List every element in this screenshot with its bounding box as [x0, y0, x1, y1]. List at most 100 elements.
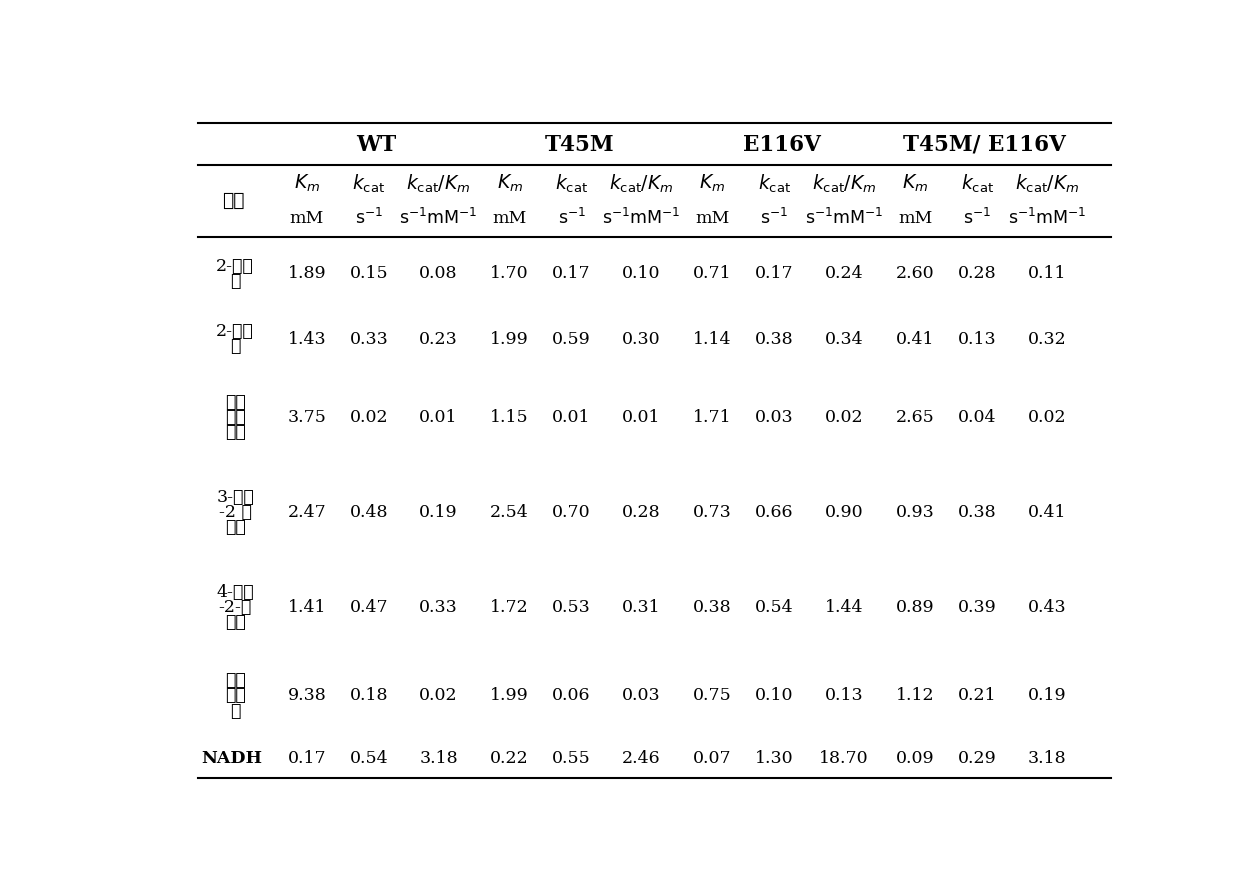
Text: 1.15: 1.15 [490, 408, 529, 425]
Text: 4-甲基: 4-甲基 [216, 583, 254, 601]
Text: 0.38: 0.38 [693, 598, 732, 616]
Text: 0.31: 0.31 [622, 598, 661, 616]
Text: $k_{\mathrm{cat}}/K_m$: $k_{\mathrm{cat}}/K_m$ [812, 172, 877, 194]
Text: 0.54: 0.54 [350, 750, 388, 766]
Text: 0.24: 0.24 [825, 265, 863, 282]
Text: 0.13: 0.13 [825, 687, 863, 703]
Text: T45M/ E116V: T45M/ E116V [904, 134, 1066, 156]
Text: 0.93: 0.93 [895, 503, 935, 520]
Text: 0.43: 0.43 [1028, 598, 1066, 616]
Text: 酸: 酸 [229, 702, 241, 719]
Text: 0.02: 0.02 [419, 687, 458, 703]
Text: 0.89: 0.89 [895, 598, 935, 616]
Text: 1.12: 1.12 [895, 687, 935, 703]
Text: 0.28: 0.28 [957, 265, 997, 282]
Text: 0.08: 0.08 [419, 265, 458, 282]
Text: 0.54: 0.54 [755, 598, 794, 616]
Text: 3.18: 3.18 [1028, 750, 1066, 766]
Text: 1.41: 1.41 [288, 598, 326, 616]
Text: 0.29: 0.29 [957, 750, 997, 766]
Text: 2-酮戊: 2-酮戊 [216, 323, 254, 339]
Text: E116V: E116V [743, 134, 821, 156]
Text: 0.73: 0.73 [693, 503, 732, 520]
Text: $K_m$: $K_m$ [294, 173, 320, 194]
Text: 0.02: 0.02 [1028, 408, 1066, 425]
Text: 0.70: 0.70 [552, 503, 591, 520]
Text: 0.15: 0.15 [350, 265, 388, 282]
Text: 0.09: 0.09 [895, 750, 935, 766]
Text: $k_{\mathrm{cat}}/K_m$: $k_{\mathrm{cat}}/K_m$ [407, 172, 471, 194]
Text: 0.17: 0.17 [755, 265, 794, 282]
Text: 1.44: 1.44 [825, 598, 863, 616]
Text: 3-甲基: 3-甲基 [216, 488, 254, 506]
Text: 1.14: 1.14 [693, 330, 732, 347]
Text: 0.38: 0.38 [755, 330, 794, 347]
Text: 0.28: 0.28 [622, 503, 661, 520]
Text: 酸: 酸 [229, 272, 241, 289]
Text: mM: mM [492, 209, 527, 227]
Text: 3.18: 3.18 [419, 750, 458, 766]
Text: 9.38: 9.38 [288, 687, 326, 703]
Text: 2.47: 2.47 [288, 503, 326, 520]
Text: 0.71: 0.71 [693, 265, 732, 282]
Text: 0.01: 0.01 [622, 408, 661, 425]
Text: 0.39: 0.39 [957, 598, 997, 616]
Text: 0.19: 0.19 [1028, 687, 1066, 703]
Text: 0.02: 0.02 [825, 408, 863, 425]
Text: $\mathrm{s}^{-1}\mathrm{mM}^{-1}$: $\mathrm{s}^{-1}\mathrm{mM}^{-1}$ [399, 208, 477, 228]
Text: $\mathrm{s}^{-1}$: $\mathrm{s}^{-1}$ [558, 208, 585, 228]
Text: 1.70: 1.70 [490, 265, 529, 282]
Text: 0.23: 0.23 [419, 330, 458, 347]
Text: 0.17: 0.17 [552, 265, 591, 282]
Text: 0.07: 0.07 [693, 750, 732, 766]
Text: 1.89: 1.89 [288, 265, 326, 282]
Text: 3.75: 3.75 [288, 408, 326, 425]
Text: 0.90: 0.90 [825, 503, 863, 520]
Text: 2-酮丁: 2-酮丁 [216, 257, 254, 274]
Text: 基丙: 基丙 [224, 408, 246, 425]
Text: T45M: T45M [544, 134, 614, 156]
Text: -2-氧: -2-氧 [218, 598, 252, 616]
Text: 0.11: 0.11 [1028, 265, 1066, 282]
Text: 1.99: 1.99 [490, 330, 529, 347]
Text: 0.55: 0.55 [552, 750, 591, 766]
Text: 0.21: 0.21 [957, 687, 997, 703]
Text: mM: mM [898, 209, 932, 227]
Text: 丁酸: 丁酸 [224, 518, 246, 535]
Text: 2.65: 2.65 [895, 408, 935, 425]
Text: $K_m$: $K_m$ [496, 173, 523, 194]
Text: 0.33: 0.33 [419, 598, 458, 616]
Text: 1.43: 1.43 [288, 330, 326, 347]
Text: 酸: 酸 [229, 338, 241, 354]
Text: 1.71: 1.71 [693, 408, 732, 425]
Text: $K_m$: $K_m$ [901, 173, 929, 194]
Text: $k_{\mathrm{cat}}$: $k_{\mathrm{cat}}$ [961, 172, 993, 194]
Text: 0.41: 0.41 [1028, 503, 1066, 520]
Text: 1.99: 1.99 [490, 687, 529, 703]
Text: 三甲: 三甲 [224, 393, 246, 410]
Text: $\mathrm{s}^{-1}\mathrm{mM}^{-1}$: $\mathrm{s}^{-1}\mathrm{mM}^{-1}$ [1008, 208, 1086, 228]
Text: 戊酸: 戊酸 [224, 613, 246, 630]
Text: 酰甲: 酰甲 [224, 687, 246, 703]
Text: 0.06: 0.06 [552, 687, 590, 703]
Text: 0.17: 0.17 [288, 750, 326, 766]
Text: 2.54: 2.54 [490, 503, 529, 520]
Text: 0.47: 0.47 [350, 598, 388, 616]
Text: 0.03: 0.03 [755, 408, 794, 425]
Text: 酮酸: 酮酸 [224, 424, 246, 440]
Text: 0.41: 0.41 [897, 330, 935, 347]
Text: 底物: 底物 [222, 191, 244, 210]
Text: 0.48: 0.48 [350, 503, 388, 520]
Text: $\mathrm{s}^{-1}\mathrm{mM}^{-1}$: $\mathrm{s}^{-1}\mathrm{mM}^{-1}$ [601, 208, 681, 228]
Text: NADH: NADH [201, 750, 262, 766]
Text: $\mathrm{s}^{-1}$: $\mathrm{s}^{-1}$ [355, 208, 383, 228]
Text: 0.19: 0.19 [419, 503, 458, 520]
Text: 18.70: 18.70 [820, 750, 869, 766]
Text: 0.59: 0.59 [552, 330, 591, 347]
Text: 0.34: 0.34 [825, 330, 863, 347]
Text: 0.10: 0.10 [755, 687, 794, 703]
Text: 0.53: 0.53 [552, 598, 591, 616]
Text: 苯甲: 苯甲 [224, 672, 246, 688]
Text: 0.13: 0.13 [957, 330, 997, 347]
Text: 0.30: 0.30 [622, 330, 661, 347]
